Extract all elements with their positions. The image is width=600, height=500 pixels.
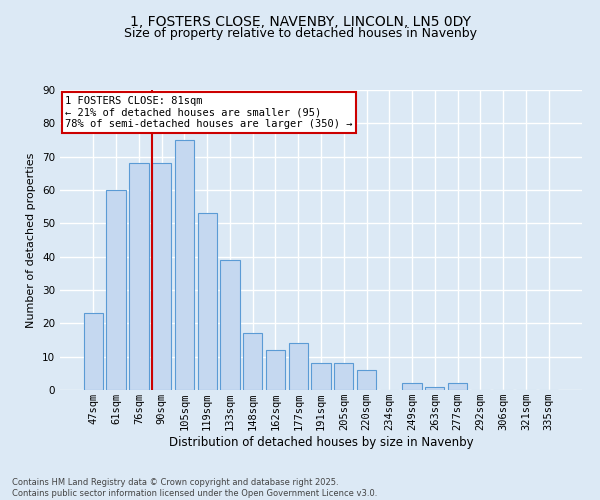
Bar — [425, 386, 445, 390]
Bar — [266, 350, 285, 390]
Bar — [334, 364, 353, 390]
Bar — [175, 140, 194, 390]
Bar — [357, 370, 376, 390]
Bar — [311, 364, 331, 390]
X-axis label: Distribution of detached houses by size in Navenby: Distribution of detached houses by size … — [169, 436, 473, 449]
Bar — [220, 260, 239, 390]
Bar — [84, 314, 103, 390]
Text: 1 FOSTERS CLOSE: 81sqm
← 21% of detached houses are smaller (95)
78% of semi-det: 1 FOSTERS CLOSE: 81sqm ← 21% of detached… — [65, 96, 353, 129]
Text: Size of property relative to detached houses in Navenby: Size of property relative to detached ho… — [124, 28, 476, 40]
Bar — [403, 384, 422, 390]
Text: 1, FOSTERS CLOSE, NAVENBY, LINCOLN, LN5 0DY: 1, FOSTERS CLOSE, NAVENBY, LINCOLN, LN5 … — [130, 15, 470, 29]
Bar — [243, 334, 262, 390]
Y-axis label: Number of detached properties: Number of detached properties — [26, 152, 37, 328]
Bar — [129, 164, 149, 390]
Bar — [448, 384, 467, 390]
Bar — [106, 190, 126, 390]
Bar — [152, 164, 172, 390]
Text: Contains HM Land Registry data © Crown copyright and database right 2025.
Contai: Contains HM Land Registry data © Crown c… — [12, 478, 377, 498]
Bar — [197, 214, 217, 390]
Bar — [289, 344, 308, 390]
